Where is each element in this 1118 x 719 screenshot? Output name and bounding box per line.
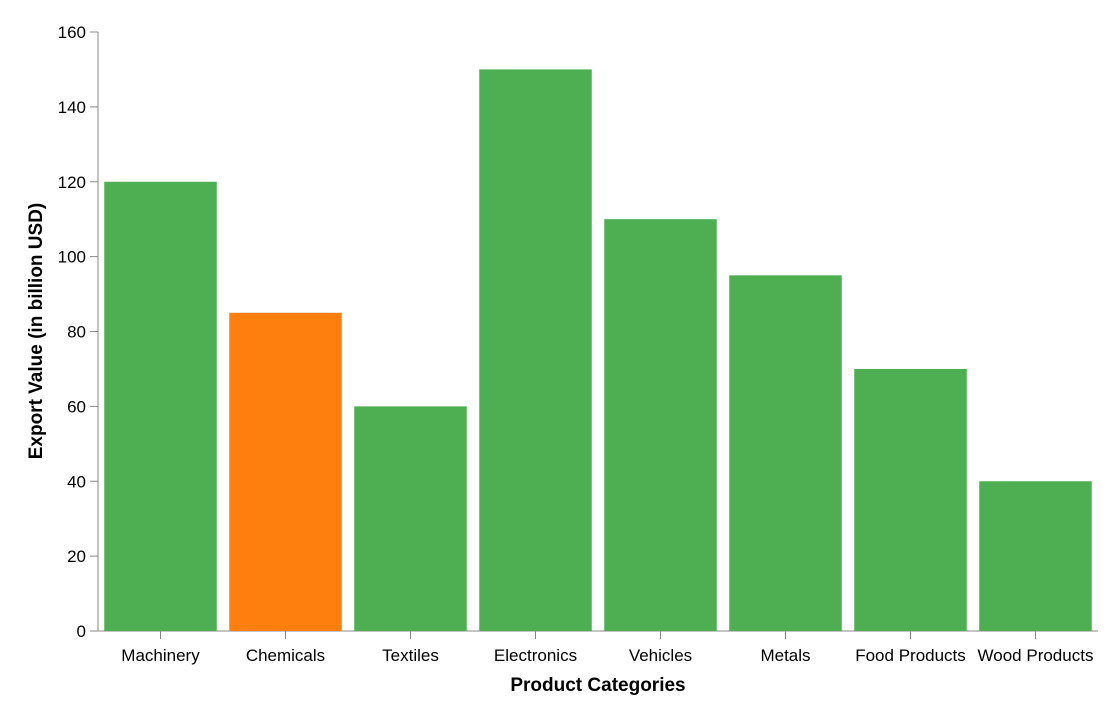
y-tick-label: 120 bbox=[58, 173, 86, 192]
x-axis: Machinery Chemicals Textiles Electronics Veh… bbox=[98, 630, 1098, 665]
y-tick-label: 60 bbox=[67, 397, 86, 416]
x-tick-label: Electronics bbox=[494, 646, 577, 665]
y-axis-title: Export Value (in billion USD) bbox=[26, 203, 47, 460]
x-tick-label: Food Products bbox=[855, 646, 966, 665]
y-tick-label: 20 bbox=[67, 547, 86, 566]
bar-food-products bbox=[854, 368, 967, 631]
x-axis-title: Product Categories bbox=[510, 675, 685, 696]
y-tick-label: 160 bbox=[58, 23, 86, 42]
y-tick-label: 100 bbox=[58, 248, 86, 267]
bar-metals bbox=[729, 275, 842, 631]
x-tick-label: Machinery bbox=[121, 646, 200, 665]
bar-vehicles bbox=[604, 219, 717, 631]
y-axis: 0 20 40 60 80 100 120 140 160 bbox=[58, 23, 99, 641]
y-tick-label: 40 bbox=[67, 472, 86, 491]
x-tick-label: Metals bbox=[760, 646, 810, 665]
y-tick-label: 80 bbox=[67, 323, 86, 342]
x-tick-label: Textiles bbox=[382, 646, 439, 665]
x-tick-label: Wood Products bbox=[978, 646, 1094, 665]
bar-machinery bbox=[104, 181, 217, 631]
x-tick-label: Chemicals bbox=[246, 646, 325, 665]
bar-wood-products bbox=[979, 481, 1092, 631]
x-tick-label: Vehicles bbox=[629, 646, 692, 665]
bars bbox=[104, 69, 1092, 631]
y-tick-label: 0 bbox=[77, 622, 86, 641]
y-tick-label: 140 bbox=[58, 98, 86, 117]
bar-chemicals bbox=[229, 312, 342, 631]
bar-electronics bbox=[479, 69, 592, 631]
bar-textiles bbox=[354, 406, 467, 631]
